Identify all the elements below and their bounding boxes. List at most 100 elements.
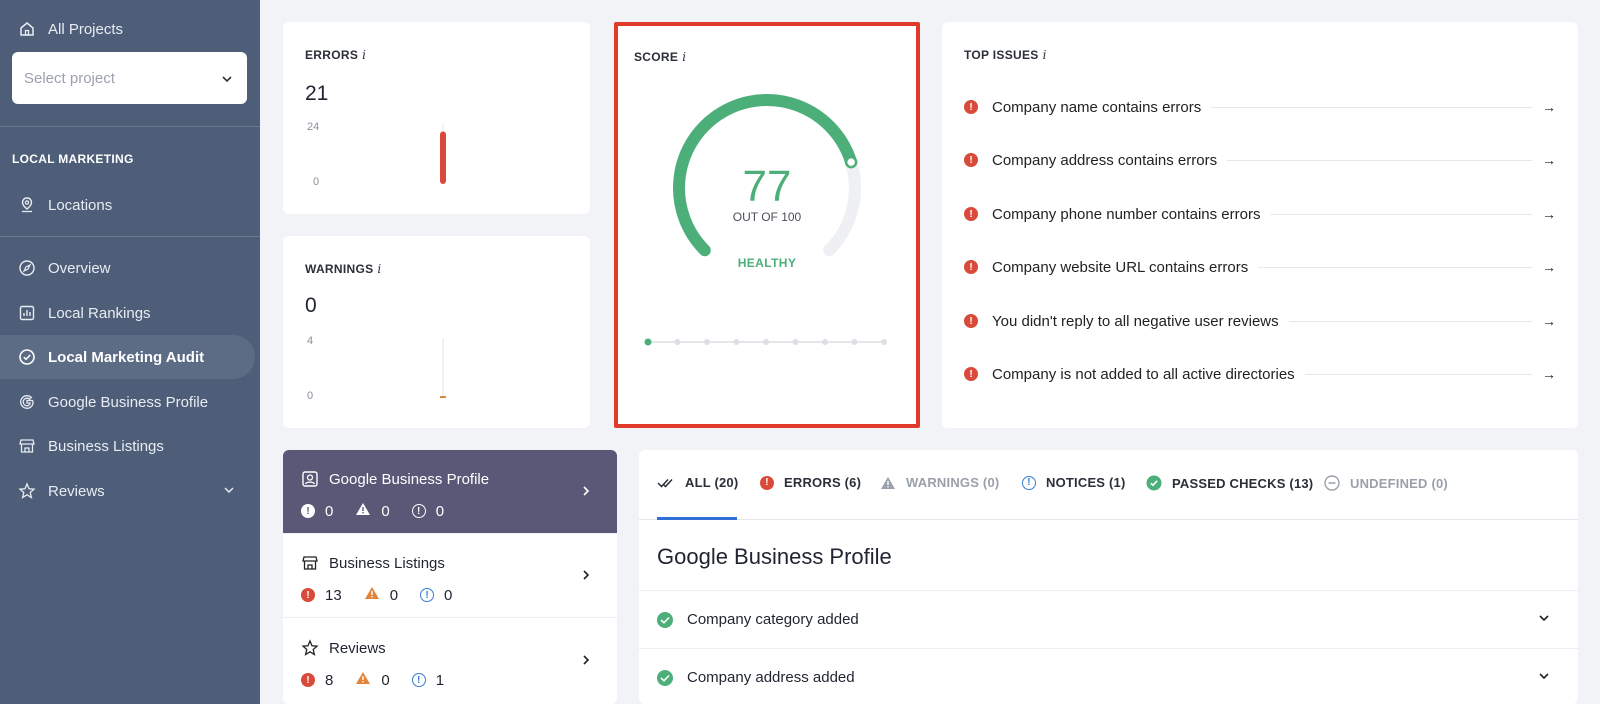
notice-count: 0 [444,586,453,604]
sidebar-item-label: Locations [48,196,113,214]
score-history-point [674,339,681,345]
category-title: Google Business Profile [301,470,489,488]
check-row[interactable]: Company address added [639,648,1578,704]
issue-leader-line [1258,266,1532,268]
errors-axis-max: 24 [307,121,320,133]
chevron-down-icon[interactable] [223,483,235,500]
chevron-down-icon [1538,611,1550,628]
issue-label: Company name contains errors [992,98,1202,116]
sidebar-item-reviews[interactable]: Reviews [0,469,255,513]
tab-undefined[interactable]: UNDEFINED (0) [1324,475,1448,491]
check-circle-icon [657,669,673,686]
issue-leader-line [1211,106,1532,108]
filter-tabs: ALL (20) ! ERRORS (6) WARNINGS (0) ! NOT… [639,450,1578,520]
active-tab-indicator [657,517,737,520]
error-icon: ! [301,504,315,518]
check-row[interactable]: Company category added [639,590,1578,648]
issue-row[interactable]: ! You didn't reply to all negative user r… [964,309,1556,333]
score-gauge [673,94,861,257]
issue-row[interactable]: ! Company address contains errors → [964,148,1556,172]
warning-icon [355,502,371,520]
tab-notices[interactable]: ! NOTICES (1) [1022,475,1125,490]
arrow-right-icon: → [1542,366,1556,382]
info-icon[interactable]: i [362,48,367,62]
arrow-right-icon: → [1542,152,1556,168]
sidebar-item-local-rankings[interactable]: Local Rankings [0,291,255,335]
sidebar-item-label: Overview [48,259,111,277]
error-icon: ! [964,367,978,381]
score-history-point [881,339,887,345]
category-reviews[interactable]: Reviews ! 8 0 ! 1 [283,619,617,703]
category-label: Google Business Profile [329,470,490,488]
tab-warnings[interactable]: WARNINGS (0) [880,475,999,490]
sidebar-item-overview[interactable]: Overview [0,246,255,290]
tab-label: WARNINGS (0) [906,475,1000,490]
issue-leader-line [1288,320,1532,322]
issue-row[interactable]: ! Company is not added to all active dire… [964,362,1556,386]
sidebar-item-label: Reviews [48,482,105,500]
info-icon[interactable]: i [377,262,382,276]
score-history-point [822,339,828,345]
tab-errors[interactable]: ! ERRORS (6) [760,475,861,490]
tab-all[interactable]: ALL (20) [657,475,738,490]
sidebar-item-business-listings[interactable]: Business Listings [0,424,255,468]
tab-label: UNDEFINED (0) [1350,475,1448,491]
error-count: 8 [325,671,334,689]
chevron-right-icon [581,484,591,500]
info-icon[interactable]: i [682,50,687,64]
notice-icon: ! [411,673,426,687]
top-issues-title: TOP ISSUES i [964,48,1047,62]
issue-leader-line [1304,373,1532,375]
info-icon[interactable]: i [1042,48,1047,62]
all-projects-link[interactable]: All Projects [0,7,255,51]
category-google-business-profile[interactable]: Google Business Profile ! 0 0 ! 0 [283,450,617,534]
notice-count: 0 [435,502,445,520]
error-icon: ! [301,673,315,687]
sidebar-item-label: Local Marketing Audit [48,348,205,366]
errors-count: 21 [305,82,329,105]
score-out-of: OUT OF 100 [732,210,802,224]
arrow-right-icon: → [1542,99,1556,115]
chevron-down-icon [1538,669,1550,686]
sidebar-item-google-business-profile[interactable]: Google Business Profile [0,380,255,424]
issue-row[interactable]: ! Company name contains errors → [964,95,1556,119]
errors-axis-min: 0 [313,176,320,188]
category-label: Reviews [329,639,386,657]
sidebar-item-local-marketing-audit[interactable]: Local Marketing Audit [0,335,255,379]
error-icon: ! [301,588,315,602]
issue-leader-line [1227,159,1532,161]
errors-title: ERRORS i [305,48,366,62]
tab-passed-checks[interactable]: PASSED CHECKS (13) [1146,475,1313,491]
error-icon: ! [964,260,978,274]
sidebar-item-label: Google Business Profile [48,393,209,411]
category-title: Business Listings [301,554,445,572]
project-select-placeholder: Select project [24,69,115,87]
warning-count: 0 [381,671,390,689]
error-count: 0 [325,502,334,520]
check-circle-icon [657,611,673,628]
warnings-axis-min: 0 [307,390,314,402]
project-select[interactable]: Select project [12,52,247,104]
warning-icon [880,476,896,490]
bar-chart-icon [18,304,36,322]
score-history-point [792,339,799,345]
score-history-point [704,339,710,345]
check-label: Company category added [687,611,859,628]
category-business-listings[interactable]: Business Listings ! 13 0 ! 0 [283,534,617,618]
sidebar-divider [0,126,260,127]
score-title-text: SCORE [634,50,679,64]
issue-row[interactable]: ! Company phone number contains errors → [964,202,1556,226]
notice-icon: ! [1022,475,1036,490]
sidebar-item-locations[interactable]: Locations [0,183,255,227]
sidebar-item-label: Local Rankings [48,304,151,322]
store-icon [18,437,36,455]
star-icon [18,482,36,500]
warnings-bar-chart [440,338,446,398]
category-counts: ! 8 0 ! 1 [301,671,466,689]
notice-icon: ! [420,588,435,602]
score-history-point [763,339,769,345]
notice-icon: ! [411,504,426,518]
issue-row[interactable]: ! Company website URL contains errors → [964,255,1556,279]
tab-label: NOTICES (1) [1046,475,1126,490]
error-icon: ! [964,207,978,221]
